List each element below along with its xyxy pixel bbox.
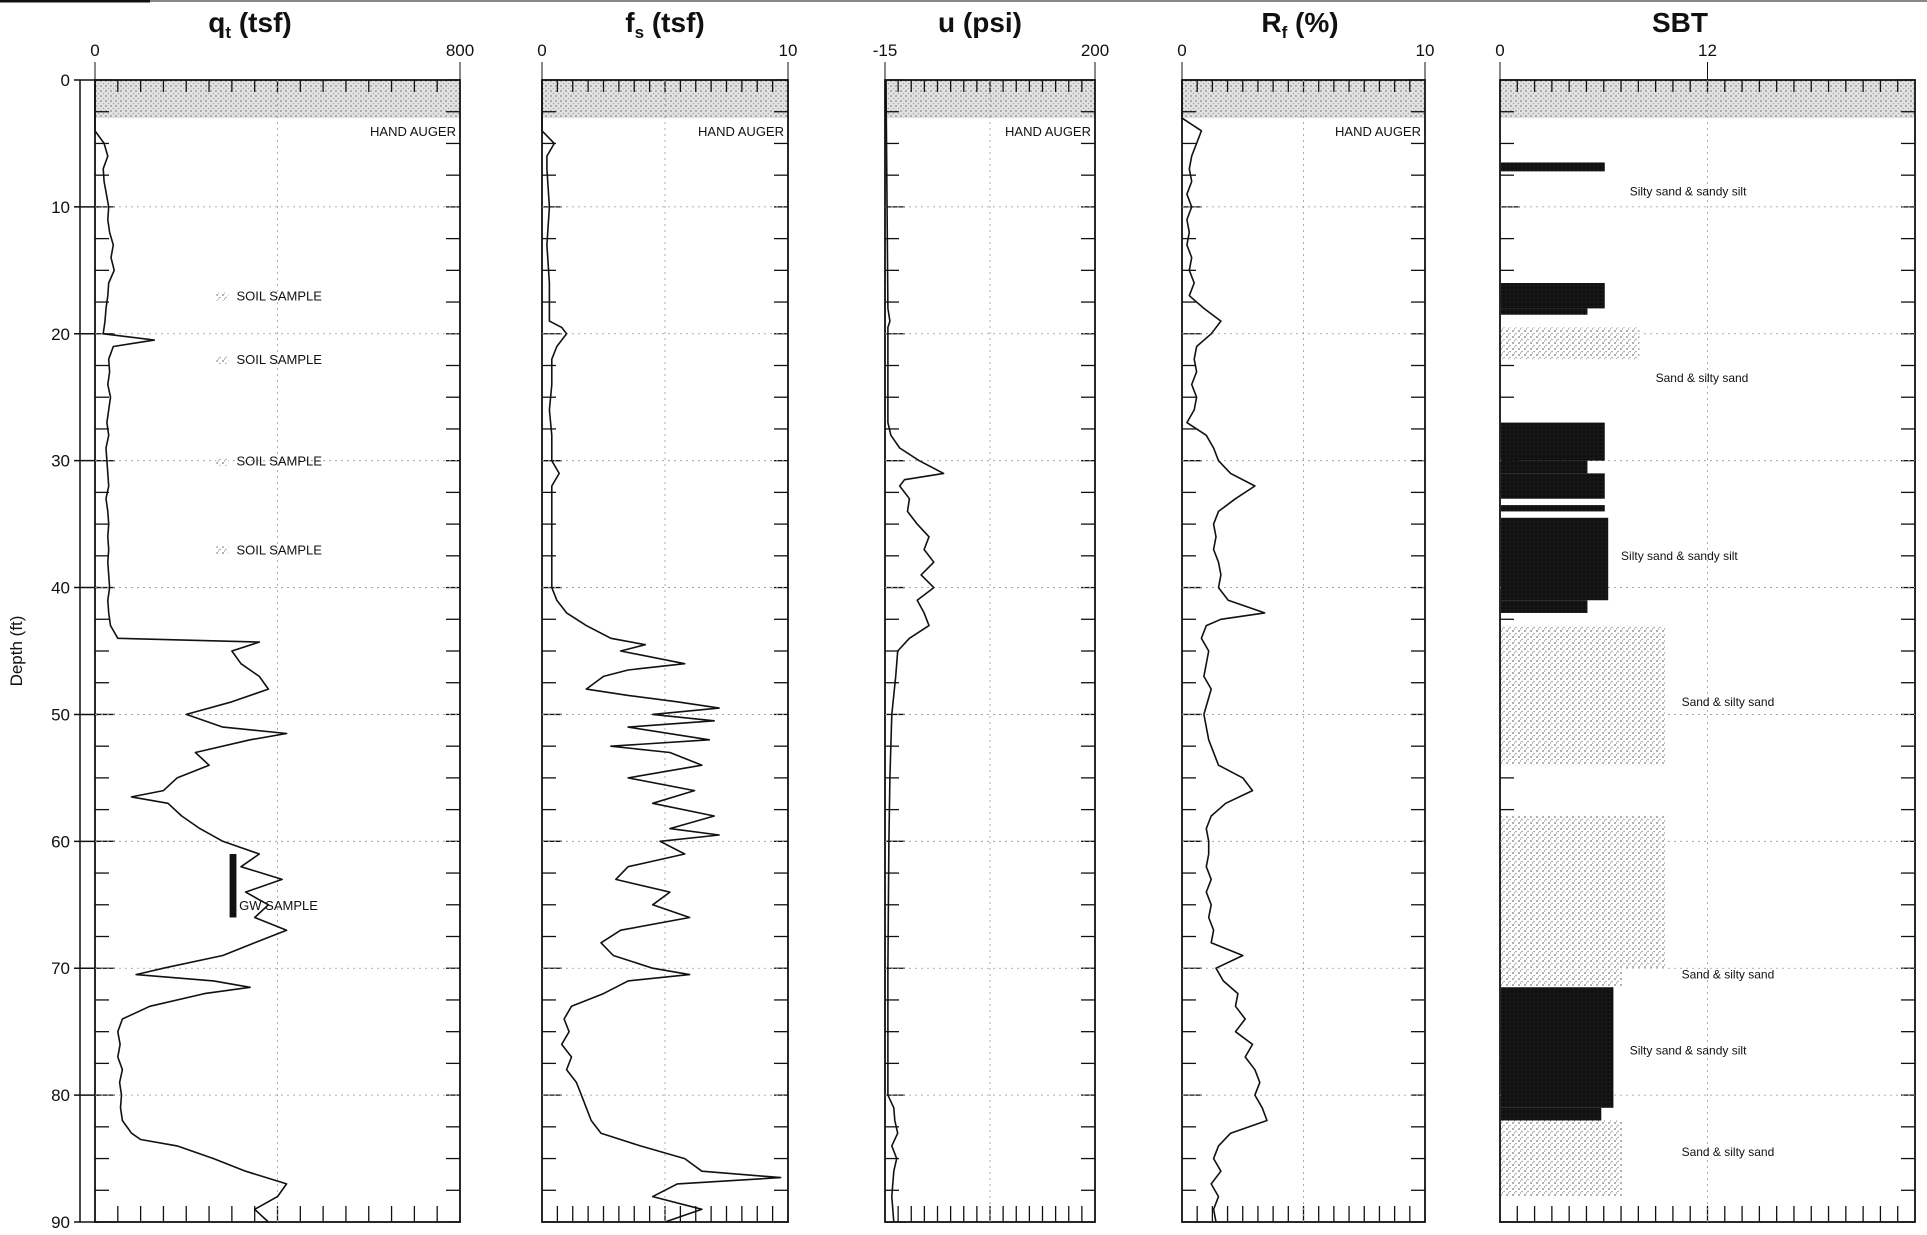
panel-title-u: u (psi) (938, 7, 1022, 38)
annotation-label: HAND AUGER (1335, 124, 1421, 139)
depth-tick-label: 70 (51, 959, 70, 978)
sbt-zone (1501, 308, 1588, 315)
sbt-zone-label: Sand & silty sand (1682, 1145, 1775, 1159)
panel-xtick-label: 0 (90, 41, 99, 60)
panel-fs: fs (tsf) 0 10 HAND AUGER (537, 7, 798, 1223)
sbt-zone (1501, 987, 1614, 1108)
sbt-zone-label: Sand & silty sand (1656, 371, 1749, 385)
depth-tick-label: 10 (51, 198, 70, 217)
annotation-label: GW SAMPLE (239, 898, 318, 913)
sbt-zone (1501, 600, 1588, 613)
panel-u: u (psi) -15 200 HAND AUGER (873, 7, 1109, 1223)
annotation-label: SOIL SAMPLE (236, 289, 322, 304)
annotation-label: SOIL SAMPLE (236, 352, 322, 367)
sbt-zone (1501, 517, 1609, 601)
sbt-zone-label: Sand & silty sand (1682, 968, 1775, 982)
sbt-zone-label: Silty sand & sandy silt (1630, 1044, 1747, 1058)
sbt-zone (1501, 815, 1666, 969)
sbt-zone-label: Silty sand & sandy silt (1621, 549, 1738, 563)
sbt-zone (1501, 460, 1588, 474)
panel-xtick-label: 0 (537, 41, 546, 60)
panel-sbt: SBT 0 12 Silty sand & sandy silt Sand & silt… (1495, 7, 1916, 1223)
profile-line-qt (94, 80, 288, 1223)
sbt-zone-label: Silty sand & sandy silt (1630, 185, 1747, 199)
sbt-zone (1501, 968, 1623, 988)
annotation-label: SOIL SAMPLE (236, 454, 322, 469)
panel-xtick-label: -15 (873, 41, 898, 60)
depth-tick-label: 80 (51, 1086, 70, 1105)
sbt-zone-label: Sand & silty sand (1682, 695, 1775, 709)
profile-line-rf (1181, 80, 1268, 1223)
profile-line-u (885, 79, 945, 1223)
sbt-zone (1501, 1120, 1623, 1197)
depth-tick-label: 60 (51, 832, 70, 851)
panel-title-sbt: SBT (1652, 7, 1708, 38)
annotation-label: HAND AUGER (1005, 124, 1091, 139)
panel-xtick-label: 10 (1416, 41, 1435, 60)
profile-line-fs (541, 80, 782, 1223)
depth-tick-label: 90 (51, 1213, 70, 1230)
panel-title-rf: Rf (%) (1261, 7, 1338, 42)
gw-sample-bar (229, 854, 237, 918)
sbt-zone (1501, 283, 1605, 309)
panel-xtick-label: 200 (1081, 41, 1109, 60)
depth-tick-label: 0 (61, 71, 70, 90)
panel-xtick-label: 0 (1177, 41, 1186, 60)
annotation-label: HAND AUGER (698, 124, 784, 139)
soil-sample-marker (216, 356, 229, 365)
depth-tick-label: 20 (51, 325, 70, 344)
panel-title-fs: fs (tsf) (625, 7, 704, 42)
soil-sample-marker (216, 292, 229, 301)
sbt-zone (1501, 422, 1605, 461)
depth-axis-label: Depth (ft) (7, 616, 26, 687)
sbt-zone (1501, 625, 1666, 766)
panel-title-qt: qt (tsf) (208, 7, 291, 42)
panel-xtick-label: 10 (779, 41, 798, 60)
panel-qt: qt (tsf) 0 800 HAND AUGER SOIL SAMPLE SOIL SA… (90, 7, 474, 1223)
sbt-zone (1501, 162, 1605, 172)
depth-tick-label: 50 (51, 705, 70, 724)
sbt-zone (1501, 327, 1640, 360)
annotation-label: HAND AUGER (370, 124, 456, 139)
depth-tick-label: 30 (51, 452, 70, 471)
sbt-zone (1501, 473, 1605, 499)
panel-xtick-label: 0 (1495, 41, 1504, 60)
depth-tick-label: 40 (51, 579, 70, 598)
sbt-zone (1501, 1107, 1602, 1121)
panel-xtick-label: 800 (446, 41, 474, 60)
sbt-zone (1501, 505, 1605, 512)
soil-sample-marker (216, 546, 229, 555)
soil-sample-marker (216, 457, 229, 466)
panel-xtick-label: 12 (1698, 41, 1717, 60)
panel-rf: Rf (%) 0 10 HAND AUGER (1177, 7, 1435, 1223)
annotation-label: SOIL SAMPLE (236, 542, 322, 557)
